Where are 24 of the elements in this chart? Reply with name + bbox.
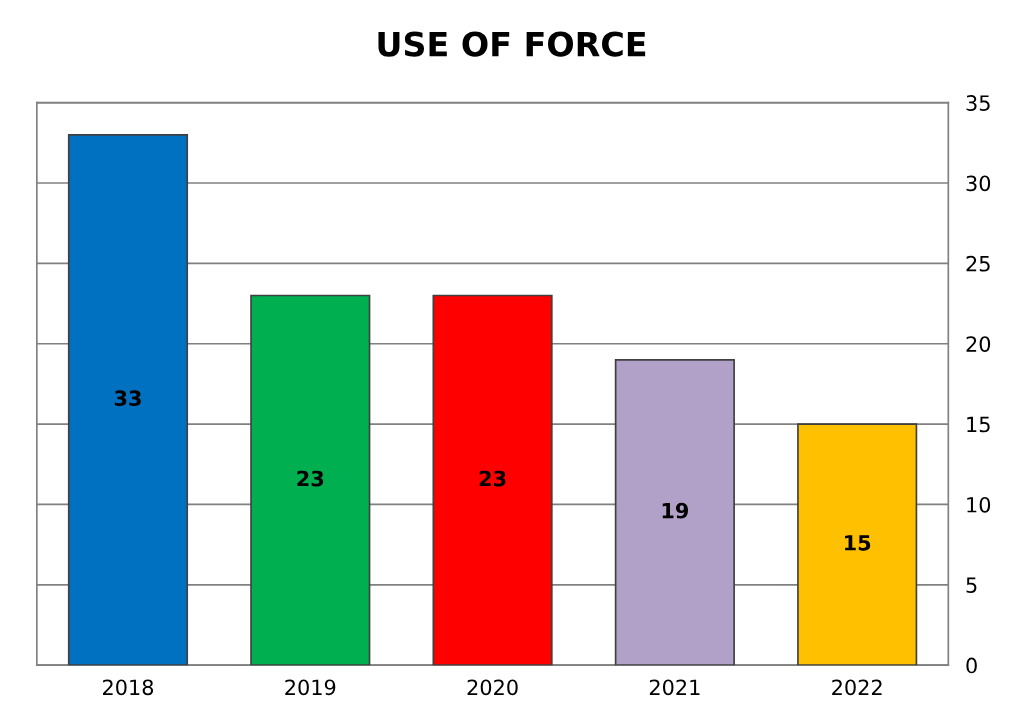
y-tick-label: 10 (967, 496, 991, 513)
x-tick-label: 2020 (467, 679, 518, 696)
bar (250, 294, 371, 666)
bar (432, 294, 553, 666)
x-tick-label: 2021 (649, 679, 700, 696)
bar (614, 358, 735, 666)
bar (67, 133, 189, 666)
y-tick-label: 25 (966, 255, 990, 272)
y-tick-label: 0 (966, 657, 977, 674)
data-label: 33 (114, 390, 141, 407)
y-tick-label: 15 (967, 416, 990, 433)
data-label: 15 (845, 535, 871, 551)
chart-title: USE OF FORCE (378, 31, 646, 57)
x-tick-label: 2018 (102, 679, 154, 696)
y-tick-label: 20 (966, 336, 991, 352)
data-label: 23 (297, 470, 324, 487)
y-tick-label: 35 (966, 95, 990, 111)
x-tick-label: 2022 (832, 679, 882, 696)
data-label: 23 (479, 470, 506, 487)
y-tick-label: 30 (966, 175, 991, 192)
y-tick-label: 5 (966, 577, 977, 594)
data-label: 19 (662, 502, 689, 519)
bar (797, 423, 918, 666)
x-tick-label: 2019 (285, 679, 336, 696)
